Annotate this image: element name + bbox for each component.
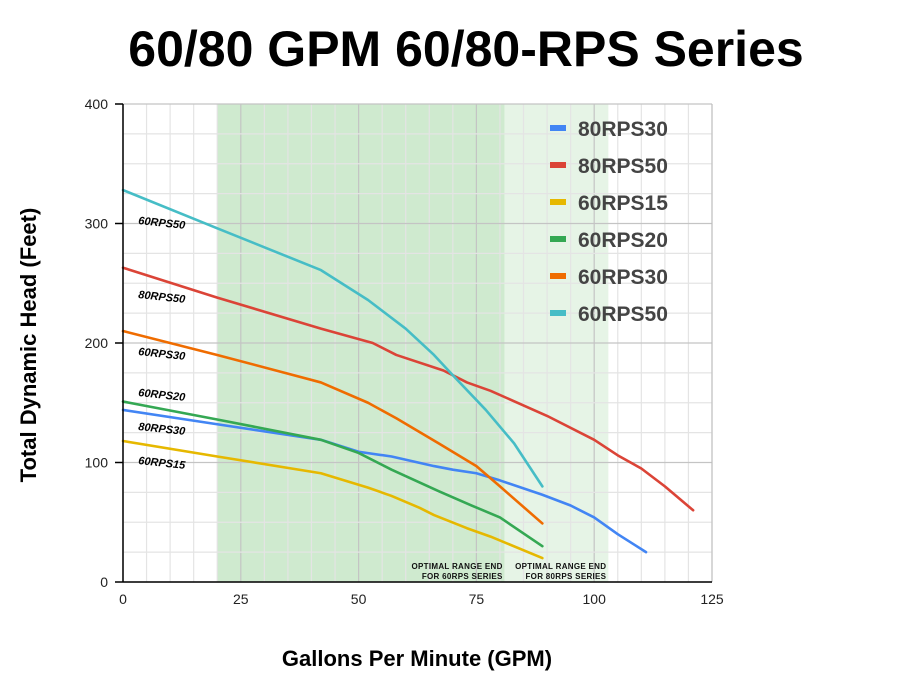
x-tick-label: 125 <box>700 591 724 607</box>
x-tick-label: 75 <box>469 591 485 607</box>
band-annotation-text: FOR 60RPS SERIES <box>422 572 503 581</box>
legend-label: 80RPS50 <box>578 155 668 178</box>
band-annotation-text: OPTIMAL RANGE END <box>515 562 606 571</box>
x-tick-label: 25 <box>233 591 249 607</box>
legend-label: 60RPS15 <box>578 192 668 215</box>
grid-lines <box>122 103 713 583</box>
legend-swatch <box>550 162 566 168</box>
curve-label: 60RPS50 <box>138 215 187 232</box>
legend-swatch <box>550 125 566 131</box>
legend-swatch <box>550 236 566 242</box>
series-line-60rps20 <box>121 400 544 548</box>
y-tick-label: 0 <box>100 574 108 590</box>
series-line-80rps50 <box>121 266 695 512</box>
legend-swatch <box>550 310 566 316</box>
band-annotation-text: OPTIMAL RANGE END <box>411 562 502 571</box>
legend-swatch <box>550 273 566 279</box>
y-tick-label: 400 <box>85 96 109 112</box>
x-tick-label: 100 <box>583 591 607 607</box>
legend-swatch <box>550 199 566 205</box>
curve-labels: 60RPS50 80RPS50 60RPS30 60RPS20 80RPS30 60RPS… <box>138 215 187 472</box>
x-tick-label: 0 <box>119 591 127 607</box>
tick-labels: 0 100 200 300 400 0 25 50 75 100 125 <box>85 96 724 607</box>
x-tick-label: 50 <box>351 591 367 607</box>
y-tick-label: 300 <box>85 216 109 232</box>
x-axis-label: Gallons Per Minute (GPM) <box>282 646 552 671</box>
y-tick-label: 100 <box>85 455 109 471</box>
legend-label: 80RPS30 <box>578 118 668 141</box>
y-tick-label: 200 <box>85 335 109 351</box>
series-line-60rps30 <box>121 329 544 525</box>
curve-label: 60RPS30 <box>138 346 187 363</box>
series-lines <box>121 188 695 560</box>
curve-label: 60RPS20 <box>138 387 187 404</box>
legend-label: 60RPS20 <box>578 229 668 252</box>
chart-title: 60/80 GPM 60/80-RPS Series <box>128 21 803 77</box>
band-annotation-text: FOR 80RPS SERIES <box>526 572 607 581</box>
legend-label: 60RPS50 <box>578 303 668 326</box>
y-axis-label: Total Dynamic Head (Feet) <box>16 208 41 483</box>
legend: 80RPS30 80RPS50 60RPS15 60RPS20 60RPS30 60RPS… <box>550 118 668 326</box>
series-line-60rps50 <box>121 188 544 488</box>
legend-label: 60RPS30 <box>578 266 668 289</box>
curve-label: 60RPS15 <box>138 455 187 472</box>
series-line-60rps15 <box>121 439 544 560</box>
curve-label: 80RPS30 <box>138 421 187 438</box>
curve-label: 80RPS50 <box>138 289 187 306</box>
